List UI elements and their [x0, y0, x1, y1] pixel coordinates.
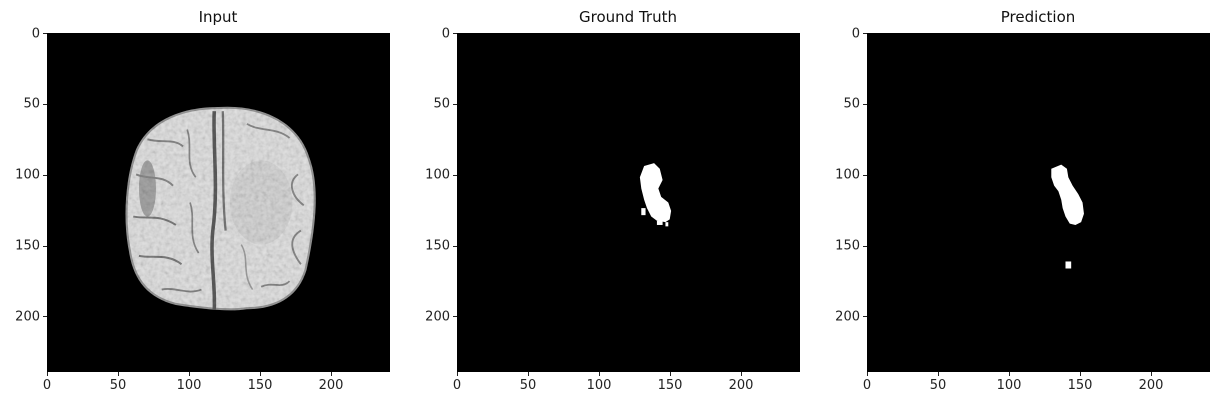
x-tick-label: 200 [1138, 378, 1164, 393]
x-tick-label: 100 [996, 378, 1022, 393]
panel-ground-truth: Ground Truth 0 50 100 150 200 0 50 100 1… [425, 0, 840, 407]
x-tick-label: 150 [657, 378, 683, 393]
x-tick-mark [741, 372, 742, 376]
x-tick-mark [599, 372, 600, 376]
ground-truth-mask [458, 34, 799, 371]
x-tick-label: 50 [929, 378, 947, 393]
y-tick-label: 50 [433, 96, 450, 112]
image-axes [47, 33, 390, 372]
y-tick-mark [453, 246, 457, 247]
panel-title: Input [198, 8, 238, 26]
y-tick-label: 0 [441, 26, 450, 42]
x-tick-label: 150 [247, 378, 273, 393]
x-tick-mark [189, 372, 190, 376]
y-tick-mark [453, 175, 457, 176]
y-tick-label: 0 [851, 26, 860, 42]
x-tick-mark [1009, 372, 1010, 376]
y-tick-mark [43, 104, 47, 105]
panel-title: Prediction [1000, 8, 1076, 26]
x-tick-mark [867, 372, 868, 376]
x-tick-label: 0 [452, 378, 462, 393]
y-tick-mark [453, 104, 457, 105]
y-tick-mark [43, 316, 47, 317]
x-tick-label: 200 [318, 378, 344, 393]
x-tick-mark [1151, 372, 1152, 376]
x-tick-label: 100 [176, 378, 202, 393]
prediction-mask [868, 34, 1209, 371]
x-tick-label: 50 [519, 378, 537, 393]
x-tick-mark [457, 372, 458, 376]
y-tick-mark [863, 175, 867, 176]
y-tick-label: 100 [425, 167, 450, 183]
brain-mri-image [48, 34, 389, 371]
panel-title: Ground Truth [579, 8, 677, 26]
image-axes [457, 33, 800, 372]
image-axes [867, 33, 1210, 372]
y-tick-mark [863, 33, 867, 34]
y-tick-mark [43, 33, 47, 34]
x-tick-label: 0 [862, 378, 872, 393]
y-tick-label: 50 [843, 96, 860, 112]
x-tick-mark [331, 372, 332, 376]
x-tick-label: 150 [1067, 378, 1093, 393]
y-tick-label: 150 [835, 238, 860, 254]
x-tick-mark [1080, 372, 1081, 376]
y-tick-label: 200 [425, 309, 450, 325]
x-tick-label: 50 [109, 378, 127, 393]
y-tick-mark [43, 246, 47, 247]
y-tick-label: 200 [15, 309, 40, 325]
panel-input: Input [15, 0, 430, 407]
y-tick-mark [453, 33, 457, 34]
y-tick-mark [863, 104, 867, 105]
y-tick-label: 50 [23, 96, 40, 112]
y-tick-label: 150 [425, 238, 450, 254]
x-tick-label: 100 [586, 378, 612, 393]
x-tick-mark [938, 372, 939, 376]
x-tick-label: 0 [42, 378, 52, 393]
y-tick-label: 0 [31, 26, 40, 42]
y-tick-label: 200 [835, 309, 860, 325]
y-tick-mark [453, 316, 457, 317]
y-tick-label: 100 [835, 167, 860, 183]
y-tick-mark [863, 246, 867, 247]
x-tick-mark [118, 372, 119, 376]
panel-prediction: Prediction 0 50 100 150 200 0 50 100 150… [835, 0, 1222, 407]
y-tick-mark [863, 316, 867, 317]
y-tick-label: 100 [15, 167, 40, 183]
x-tick-mark [260, 372, 261, 376]
y-tick-mark [43, 175, 47, 176]
x-tick-label: 200 [728, 378, 754, 393]
x-tick-mark [47, 372, 48, 376]
x-tick-mark [670, 372, 671, 376]
y-tick-label: 150 [15, 238, 40, 254]
x-tick-mark [528, 372, 529, 376]
